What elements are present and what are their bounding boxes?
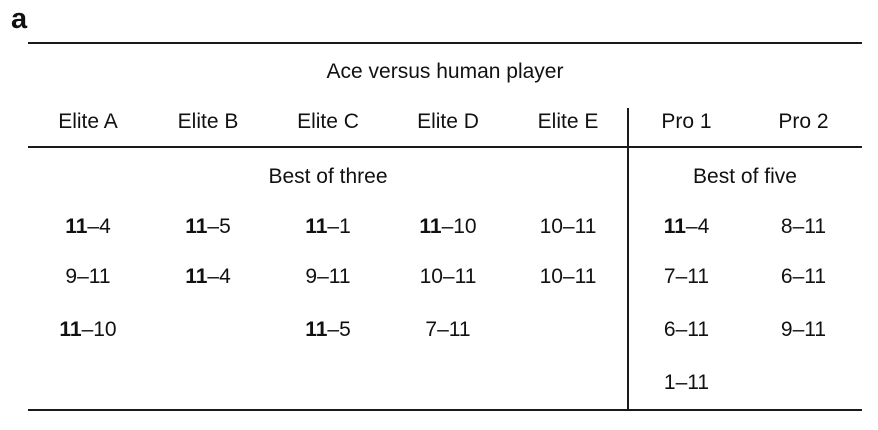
column-header-elite-a: Elite A <box>58 110 118 133</box>
bottom-rule <box>28 409 862 411</box>
score-cell-pro-1-game-1: 11–4 <box>628 216 745 238</box>
score-row: 1–11 <box>28 372 862 394</box>
score-bold-part: 11 <box>305 318 328 341</box>
score-cell-elite-a-game-3: 11–10 <box>28 319 148 341</box>
score-regular-part: –10 <box>81 318 117 341</box>
score-cell-elite-a-game-2: 9–11 <box>28 266 148 288</box>
score-cell-elite-c-game-2: 9–11 <box>268 266 388 288</box>
column-header-pro-2: Pro 2 <box>778 110 829 133</box>
score-row: 11–10 11–5 7–11 6–11 9–11 <box>28 319 862 341</box>
score-cell-elite-c-game-4 <box>268 372 388 394</box>
column-header-elite-e: Elite E <box>537 110 599 133</box>
score-cell-elite-d-game-4 <box>388 372 508 394</box>
score-regular-part: 9–11 <box>305 265 351 288</box>
score-cell-pro-1-game-4: 1–11 <box>628 372 745 394</box>
score-bold-part: 11 <box>59 318 82 341</box>
score-cell-elite-b-game-4 <box>148 372 268 394</box>
score-regular-part: 8–11 <box>780 215 827 238</box>
score-cell-elite-a-game-1: 11–4 <box>28 216 148 238</box>
column-header-elite-c: Elite C <box>297 110 359 133</box>
score-bold-part: 11 <box>185 265 208 288</box>
score-regular-part: 10–11 <box>539 265 597 288</box>
score-regular-part: 9–11 <box>780 318 827 341</box>
score-regular-part: –4 <box>87 215 111 238</box>
score-regular-part: –1 <box>327 215 351 238</box>
score-cell-elite-c-game-1: 11–1 <box>268 216 388 238</box>
score-cell-elite-d-game-1: 11–10 <box>388 216 508 238</box>
top-rule <box>28 42 862 44</box>
panel-label: a <box>11 3 28 35</box>
score-regular-part: –10 <box>441 215 477 238</box>
header-rule <box>28 146 862 148</box>
score-cell-pro-2-game-3: 9–11 <box>745 319 862 341</box>
score-regular-part: 6–11 <box>663 318 710 341</box>
group-label-best-of-five: Best of five <box>693 165 797 188</box>
column-header-elite-b: Elite B <box>177 110 239 133</box>
table-title: Ace versus human player <box>326 60 564 83</box>
score-regular-part: 10–11 <box>539 215 597 238</box>
score-bold-part: 11 <box>305 215 328 238</box>
score-regular-part: –4 <box>685 215 710 238</box>
score-regular-part: –4 <box>207 265 231 288</box>
score-cell-pro-2-game-4 <box>745 372 862 394</box>
column-header-pro-1: Pro 1 <box>661 110 712 133</box>
score-regular-part: 9–11 <box>65 265 111 288</box>
score-cell-elite-a-game-4 <box>28 372 148 394</box>
score-bold-part: 11 <box>185 215 208 238</box>
score-cell-pro-2-game-1: 8–11 <box>745 216 862 238</box>
score-bold-part: 11 <box>419 215 442 238</box>
score-regular-part: 6–11 <box>780 265 827 288</box>
score-cell-elite-b-game-2: 11–4 <box>148 266 268 288</box>
score-regular-part: 7–11 <box>663 265 710 288</box>
score-cell-elite-e-game-4 <box>508 372 628 394</box>
score-bold-part: 11 <box>663 215 686 238</box>
score-row: 9–11 11–4 9–11 10–11 10–11 7–11 6–11 <box>28 266 862 288</box>
score-cell-elite-e-game-3 <box>508 319 628 341</box>
score-cell-elite-e-game-2: 10–11 <box>508 266 628 288</box>
score-cell-pro-1-game-2: 7–11 <box>628 266 745 288</box>
score-cell-elite-b-game-1: 11–5 <box>148 216 268 238</box>
score-cell-pro-2-game-2: 6–11 <box>745 266 862 288</box>
score-cell-elite-c-game-3: 11–5 <box>268 319 388 341</box>
score-regular-part: –5 <box>327 318 351 341</box>
score-cell-elite-d-game-3: 7–11 <box>388 319 508 341</box>
score-regular-part: 1–11 <box>663 371 710 394</box>
group-label-best-of-three: Best of three <box>268 165 388 188</box>
score-cell-pro-1-game-3: 6–11 <box>628 319 745 341</box>
score-cell-elite-e-game-1: 10–11 <box>508 216 628 238</box>
column-header-elite-d: Elite D <box>417 110 479 133</box>
score-bold-part: 11 <box>65 215 88 238</box>
score-cell-elite-b-game-3 <box>148 319 268 341</box>
column-header-row: Elite A Elite B Elite C Elite D Elite E … <box>28 111 862 133</box>
score-cell-elite-d-game-2: 10–11 <box>388 266 508 288</box>
score-regular-part: –5 <box>207 215 231 238</box>
score-regular-part: 10–11 <box>419 265 477 288</box>
pro-section-divider <box>627 108 629 409</box>
score-regular-part: 7–11 <box>425 318 471 341</box>
score-row: 11–4 11–5 11–1 11–10 10–11 11–4 8–11 <box>28 216 862 238</box>
